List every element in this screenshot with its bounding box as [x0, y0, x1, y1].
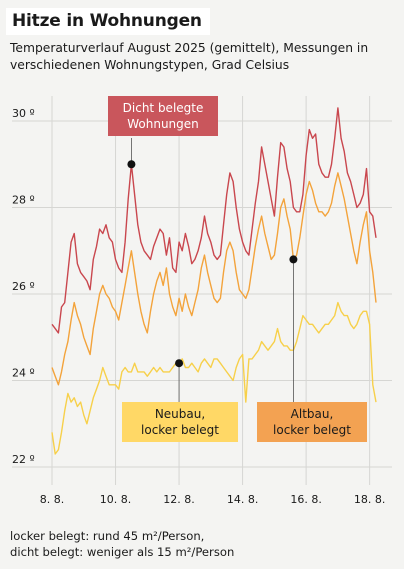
marker-dot-altbau [289, 255, 298, 264]
y-tick-label-26: 26 º [12, 280, 35, 293]
chart-subtitle: Temperaturverlauf August 2025 (gemittelt… [10, 41, 369, 72]
x-tick-label-12: 12. 8. [163, 493, 195, 506]
label-neubau-line1: Neubau, [154, 407, 206, 421]
series-line-altbau [51, 172, 377, 386]
label-altbau: Altbau, locker belegt [257, 402, 367, 442]
label-neubau: Neubau, locker belegt [122, 402, 238, 442]
label-altbau-line1: Altbau, [290, 407, 334, 421]
x-tick-label-18: 18. 8. [354, 493, 386, 506]
label-dicht-line2: Wohnungen [127, 117, 199, 131]
annotations [127, 138, 298, 402]
footnote-line2: dicht belegt: weniger als 15 m²/Person [10, 545, 235, 559]
label-dicht-line1: Dicht belegte [122, 101, 204, 115]
x-tick-label-14: 14. 8. [227, 493, 259, 506]
chart-title: Hitze in Wohnungen [6, 8, 210, 35]
label-altbau-line2: locker belegt [273, 423, 351, 437]
marker-dot-dicht [127, 160, 136, 169]
label-neubau-line2: locker belegt [141, 423, 219, 437]
y-tick-label-22: 22 º [12, 453, 35, 466]
x-tick-label-10: 10. 8. [100, 493, 132, 506]
footnote: locker belegt: rund 45 m²/Person, dicht … [10, 528, 390, 560]
footnote-line1: locker belegt: rund 45 m²/Person, [10, 529, 205, 543]
series-line-neubau [51, 301, 377, 455]
x-tick-label-16: 16. 8. [290, 493, 322, 506]
series-lines [51, 107, 377, 455]
series-line-dicht [51, 107, 377, 334]
y-axis-ticks: 22 º 24 º 26 º 28 º 30 º [12, 107, 35, 466]
label-dicht-belegt: Dicht belegte Wohnungen [108, 96, 218, 136]
x-axis-ticks: 8. 8. 10. 8. 12. 8. 14. 8. 16. 8. 18. 8. [40, 493, 386, 506]
y-tick-label-24: 24 º [12, 367, 35, 380]
marker-dot-neubau [175, 359, 184, 368]
y-tick-label-28: 28 º [12, 194, 35, 207]
x-tick-label-8: 8. 8. [40, 493, 65, 506]
y-tick-label-30: 30 º [12, 107, 35, 120]
